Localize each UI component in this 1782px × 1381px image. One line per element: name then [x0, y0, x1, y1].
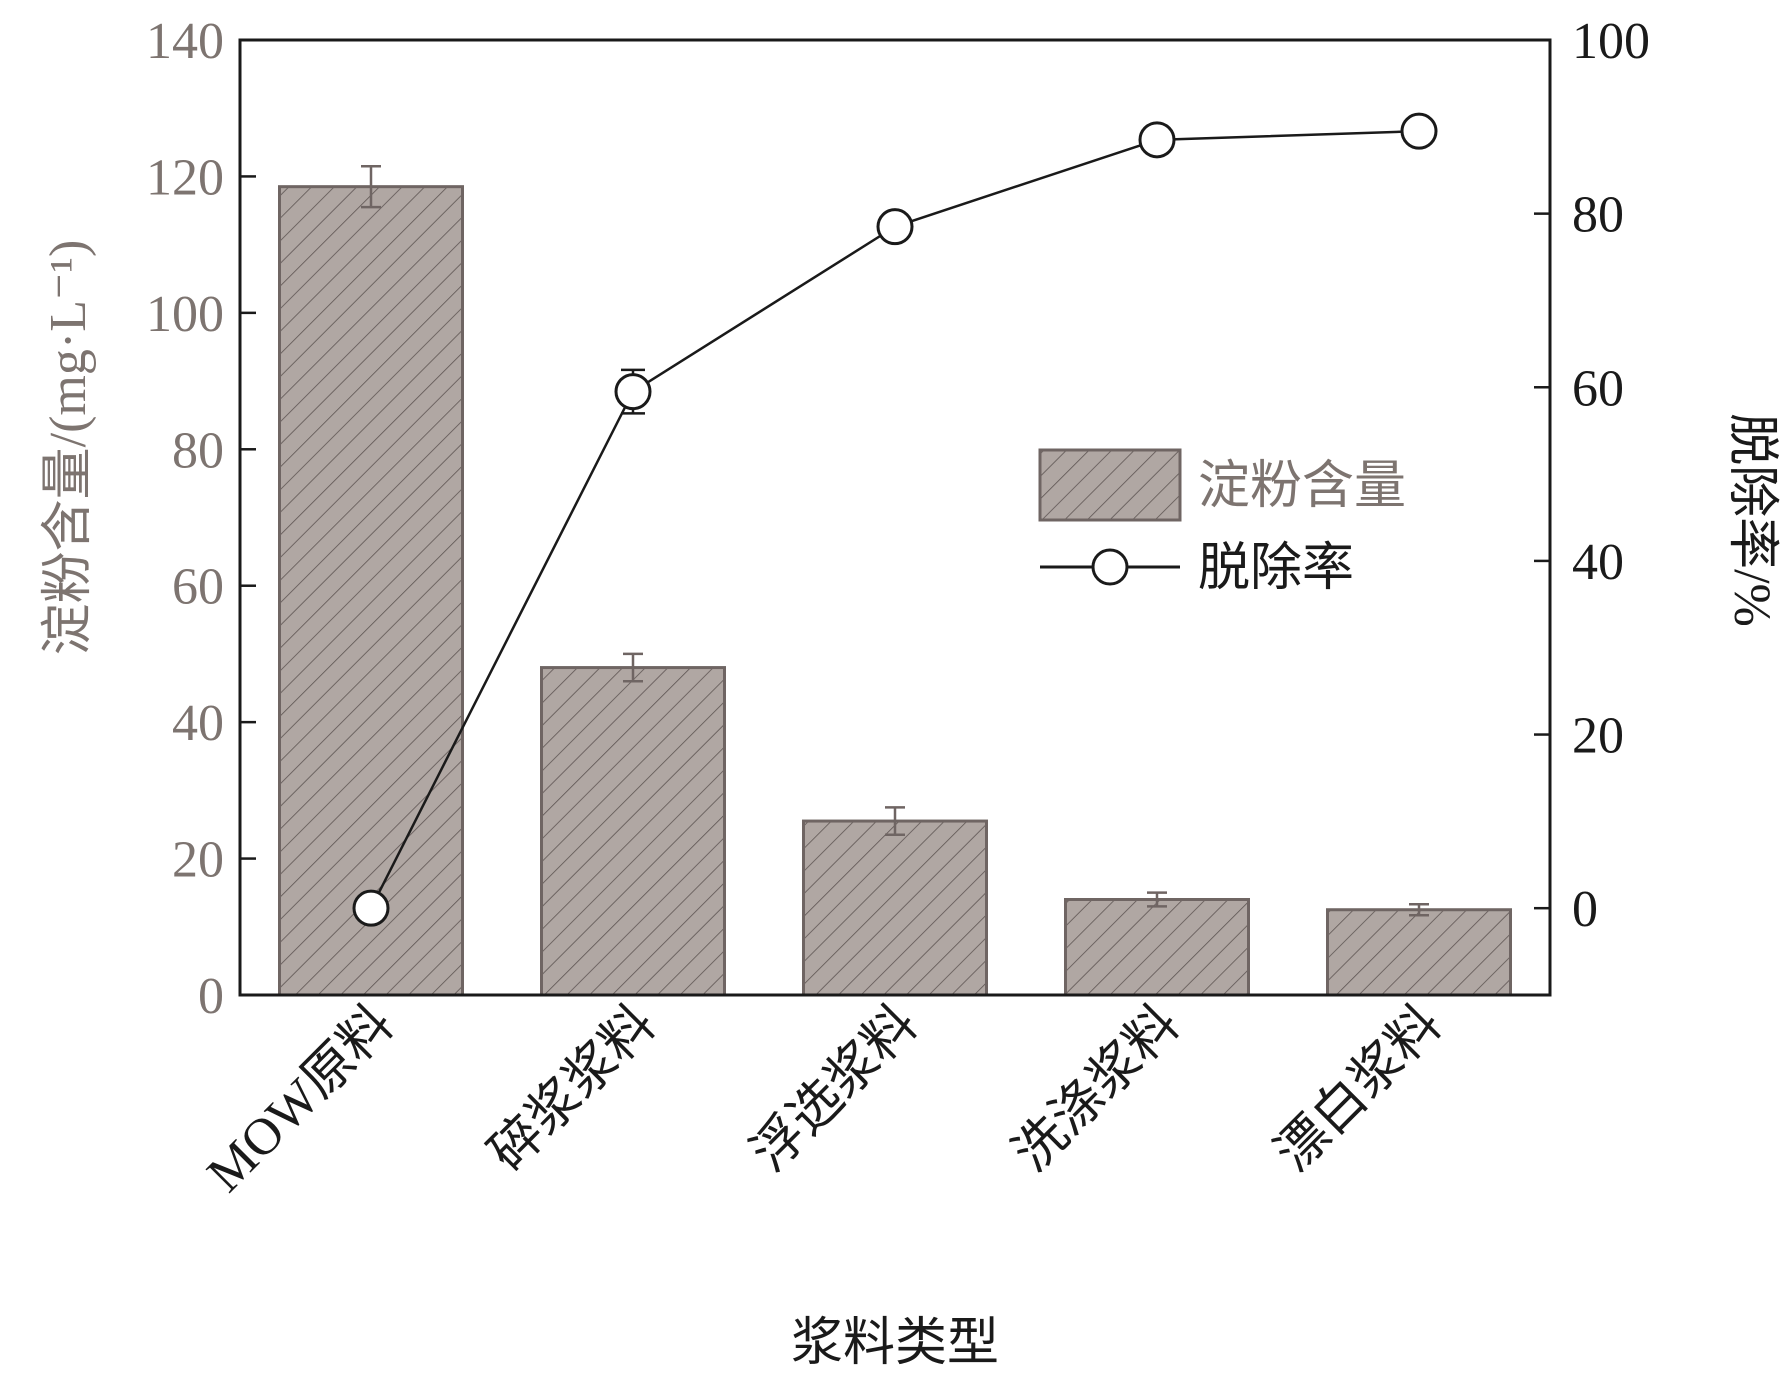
right-axis-tick-label: 20 — [1572, 708, 1624, 765]
left-axis-tick-label: 80 — [172, 422, 224, 479]
removal-rate-point — [876, 208, 914, 246]
left-axis-title: 淀粉含量/(mg·L⁻¹) — [40, 240, 97, 656]
left-axis-tick-label: 40 — [172, 695, 224, 752]
bar — [1326, 908, 1512, 997]
right-axis-tick-label: 40 — [1572, 534, 1624, 591]
left-axis-tick-label: 0 — [198, 968, 224, 1025]
bar — [1064, 898, 1250, 997]
left-axis-tick-label: 140 — [146, 13, 224, 70]
x-category-label: 漂白浆料 — [1265, 995, 1452, 1182]
right-axis-tick-label: 0 — [1572, 881, 1598, 938]
x-category-label: MOW原料 — [197, 995, 405, 1203]
x-category-label: 浮选浆料 — [741, 995, 928, 1182]
left-axis-tick-label: 20 — [172, 832, 224, 889]
x-axis-title: 浆料类型 — [791, 1315, 999, 1372]
removal-rate-point — [614, 373, 652, 411]
left-axis-tick-label: 60 — [172, 559, 224, 616]
x-category-label: 碎浆浆料 — [479, 995, 666, 1182]
right-axis-tick-label: 60 — [1572, 360, 1624, 417]
removal-rate-point — [1400, 112, 1438, 150]
right-axis-tick-label: 100 — [1572, 13, 1650, 70]
removal-rate-point — [352, 889, 390, 927]
bar — [802, 819, 988, 997]
right-axis-tick-label: 80 — [1572, 187, 1624, 244]
removal-rate-point — [1138, 121, 1176, 159]
bar-series — [278, 164, 1512, 997]
removal-rate-line — [369, 129, 1420, 909]
right-axis-title: 脱除率/% — [1723, 413, 1780, 627]
legend-line-label: 脱除率 — [1198, 540, 1354, 597]
legend-bar-label: 淀粉含量 — [1198, 458, 1406, 515]
line-series — [352, 112, 1438, 927]
x-category-label: 洗涤浆料 — [1003, 995, 1190, 1182]
plot-frame — [238, 38, 1552, 997]
left-axis-tick-label: 120 — [146, 149, 224, 206]
legend-bar-swatch — [1038, 448, 1182, 522]
bar — [540, 666, 726, 997]
left-axis-tick-label: 100 — [146, 286, 224, 343]
legend-line-marker — [1091, 548, 1129, 586]
bar — [278, 185, 464, 997]
